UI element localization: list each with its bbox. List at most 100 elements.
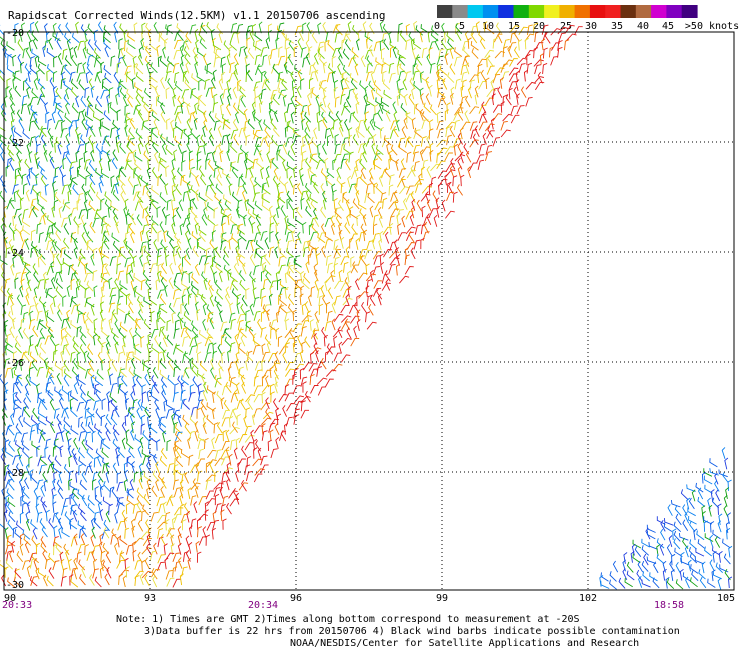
wind-barb — [381, 282, 391, 291]
wind-barb — [397, 88, 406, 99]
wind-barb — [226, 149, 231, 161]
wind-barb — [228, 361, 236, 372]
wind-barb — [180, 54, 185, 67]
wind-barb — [348, 134, 353, 147]
wind-barb — [67, 390, 73, 402]
wind-barb — [62, 202, 70, 212]
wind-barb — [79, 248, 86, 260]
wind-barb — [14, 399, 22, 410]
wind-barb — [262, 411, 274, 420]
wind-barb — [292, 385, 301, 395]
wind-barb — [13, 432, 21, 442]
wind-barb — [47, 118, 53, 130]
wind-barb — [195, 189, 199, 202]
wind-barb — [330, 270, 335, 282]
wind-barb — [197, 105, 206, 115]
wind-barb — [20, 61, 25, 74]
wind-barb — [104, 45, 109, 58]
wind-barb — [57, 23, 64, 36]
wind-barb — [141, 391, 147, 403]
wind-barb — [39, 327, 46, 340]
wind-barb — [69, 574, 74, 586]
wind-barb — [63, 543, 70, 555]
wind-barb — [173, 297, 181, 308]
wind-barb — [419, 30, 424, 43]
wind-barb — [324, 127, 331, 139]
wind-barb — [212, 391, 217, 403]
wind-barb — [688, 546, 697, 558]
wind-barb — [290, 143, 296, 156]
wind-barb — [322, 86, 327, 99]
wind-barb — [79, 384, 86, 396]
wind-barb — [173, 465, 182, 476]
wind-barb — [550, 56, 558, 66]
wind-barb — [69, 71, 76, 82]
wind-barb — [126, 142, 134, 154]
wind-barb — [436, 77, 441, 90]
wind-barb — [198, 79, 203, 91]
wind-barb — [119, 321, 128, 332]
wind-barb — [173, 39, 182, 50]
wind-barb — [299, 350, 304, 363]
wind-barb — [696, 530, 705, 541]
wind-barb — [188, 542, 193, 554]
wind-barb — [670, 499, 681, 508]
wind-barb — [87, 343, 94, 355]
wind-barb — [369, 22, 375, 35]
wind-barb — [50, 277, 56, 289]
wind-barb — [142, 262, 149, 274]
wind-barb — [221, 71, 226, 84]
wind-barb — [15, 359, 22, 371]
wind-barb — [146, 341, 151, 354]
wind-barb — [125, 544, 133, 555]
wind-barb — [427, 30, 432, 43]
wind-barb — [609, 571, 617, 582]
wind-barb — [416, 54, 423, 66]
wind-barb — [354, 63, 359, 76]
lat-label: -20 — [6, 28, 24, 39]
wind-barb — [352, 198, 360, 210]
wind-barb — [332, 118, 339, 130]
wind-barb — [60, 349, 65, 362]
wind-barb — [36, 422, 41, 435]
wind-barb — [185, 247, 191, 260]
wind-barb — [565, 24, 575, 33]
wind-barb — [198, 390, 205, 401]
wind-barb — [378, 238, 383, 251]
wind-barb — [86, 63, 94, 76]
wind-barb — [426, 166, 432, 178]
wind-barb — [34, 118, 40, 130]
wind-barb — [264, 265, 272, 276]
wind-barb — [0, 285, 7, 297]
wind-barb — [290, 95, 296, 108]
wind-barb — [190, 185, 199, 196]
wind-barb — [86, 54, 94, 66]
wind-barb — [324, 40, 329, 52]
wind-barb — [294, 64, 303, 75]
wind-barb — [114, 278, 120, 290]
wind-barb — [159, 293, 167, 305]
wind-barb — [57, 303, 63, 316]
wind-barb — [116, 496, 125, 507]
wind-barb — [213, 93, 218, 106]
wind-barb — [307, 166, 312, 179]
wind-barb — [221, 134, 228, 146]
wind-barb — [209, 317, 215, 330]
wind-barb — [253, 473, 263, 483]
wind-barb — [13, 208, 21, 219]
wind-barb — [126, 352, 135, 362]
wind-barb — [453, 119, 461, 131]
wind-barb — [18, 326, 24, 339]
wind-barb — [273, 125, 280, 137]
wind-barb — [722, 538, 731, 549]
wind-barb — [413, 20, 418, 33]
wind-barb — [136, 501, 143, 514]
wind-barb — [204, 352, 212, 363]
wind-barb — [76, 144, 85, 154]
wind-barb — [56, 309, 63, 322]
wind-barb — [78, 559, 86, 571]
wind-barb — [412, 70, 420, 81]
wind-barb — [68, 470, 74, 482]
wind-barb — [200, 294, 208, 306]
